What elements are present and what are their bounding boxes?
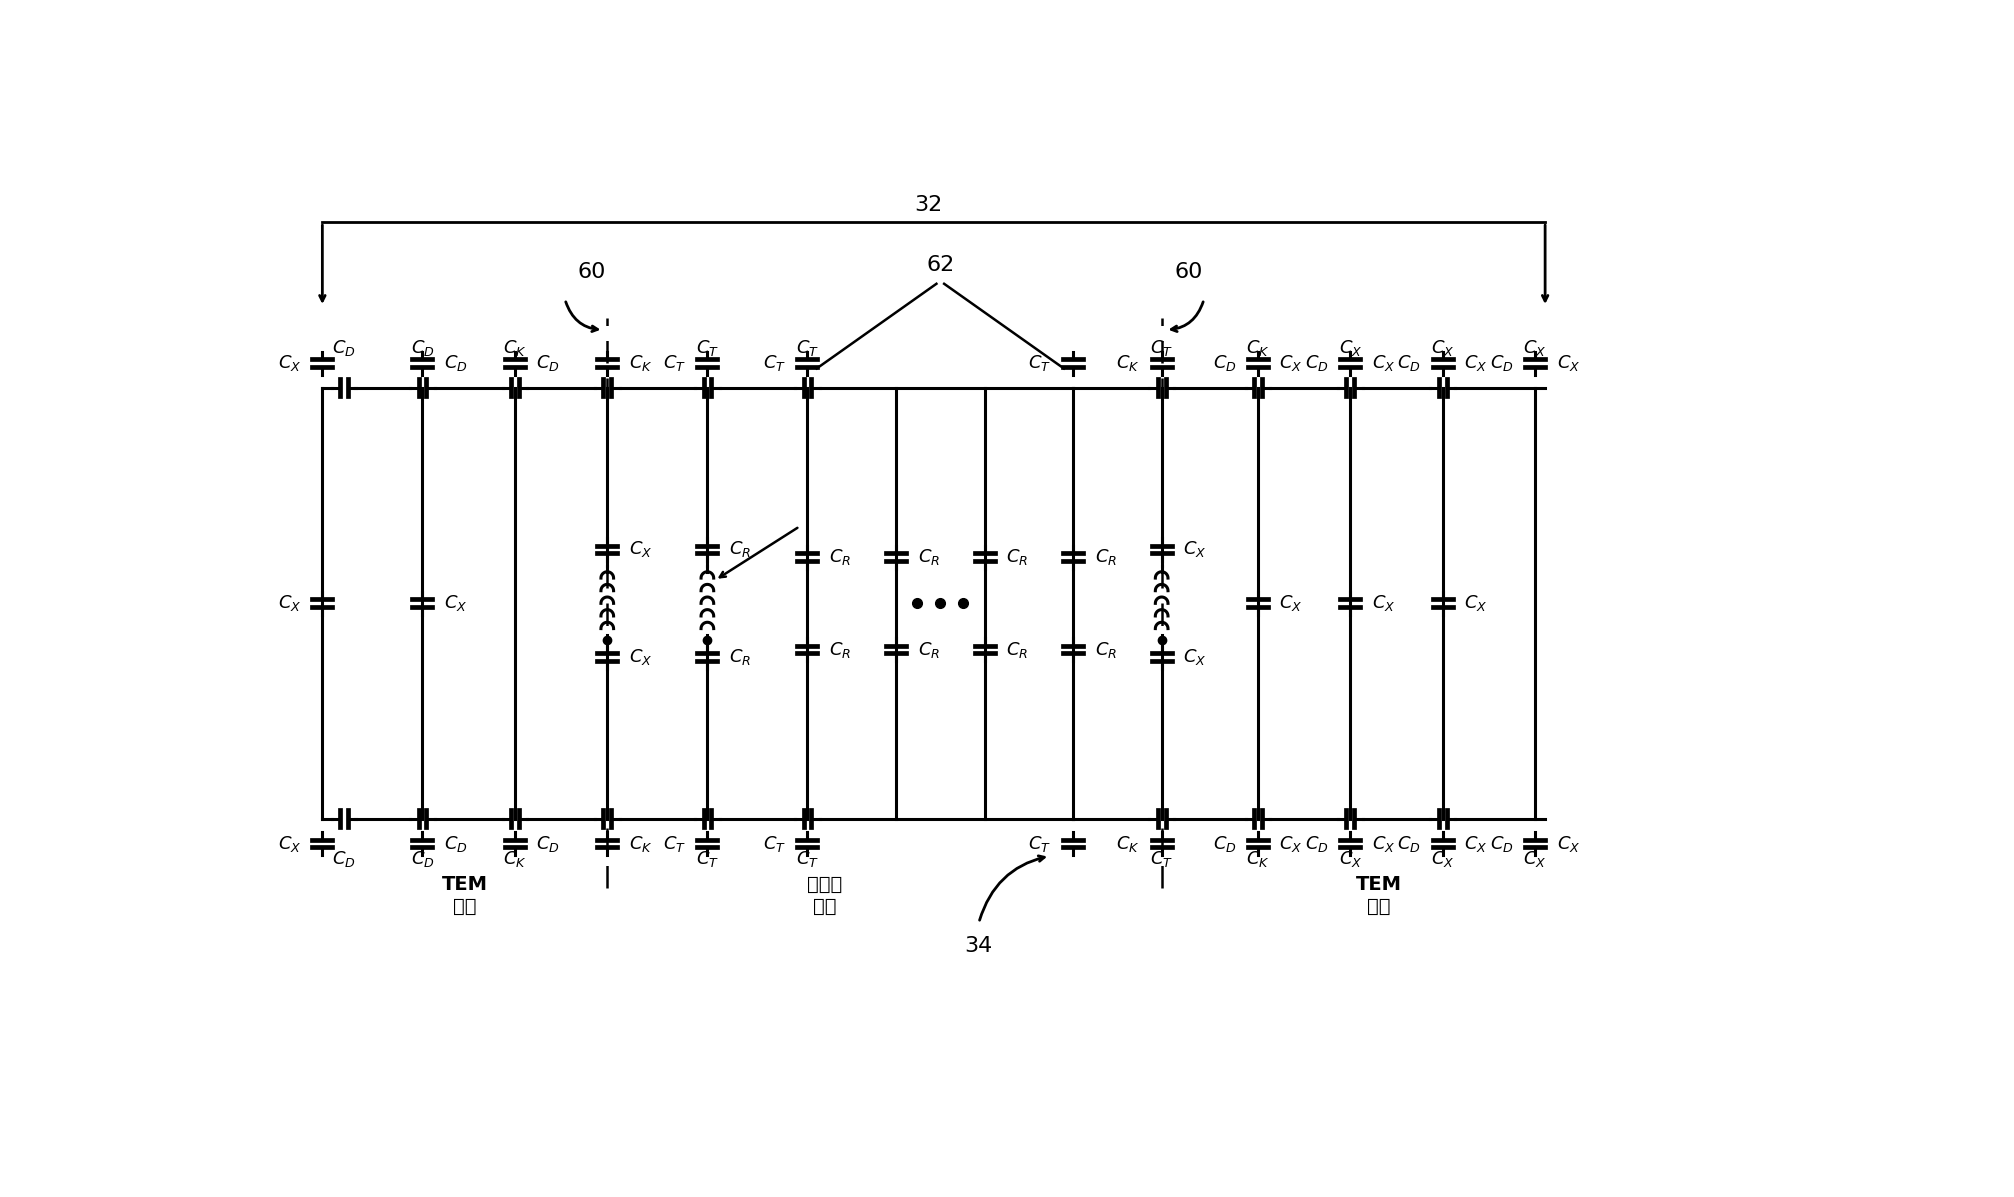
Text: $C_X$: $C_X$ bbox=[1523, 849, 1547, 869]
Text: $C_R$: $C_R$ bbox=[1005, 547, 1027, 567]
Text: $C_K$: $C_K$ bbox=[1116, 833, 1140, 853]
Text: $C_D$: $C_D$ bbox=[1305, 353, 1327, 373]
Text: $C_R$: $C_R$ bbox=[1005, 639, 1027, 660]
Text: $C_X$: $C_X$ bbox=[628, 540, 653, 559]
Text: $C_T$: $C_T$ bbox=[1027, 353, 1051, 373]
Text: $C_R$: $C_R$ bbox=[828, 547, 850, 567]
Text: $C_T$: $C_T$ bbox=[796, 849, 818, 869]
Text: $C_X$: $C_X$ bbox=[1279, 353, 1303, 373]
Text: 60: 60 bbox=[578, 262, 606, 282]
Text: $C_X$: $C_X$ bbox=[1279, 833, 1303, 853]
Text: $C_X$: $C_X$ bbox=[1337, 338, 1361, 358]
Text: $C_D$: $C_D$ bbox=[443, 353, 467, 373]
Text: $C_T$: $C_T$ bbox=[1150, 849, 1172, 869]
Text: $C_K$: $C_K$ bbox=[1116, 353, 1140, 373]
Text: $C_K$: $C_K$ bbox=[504, 338, 526, 358]
Text: $C_D$: $C_D$ bbox=[1488, 833, 1513, 853]
Text: $C_K$: $C_K$ bbox=[1245, 338, 1269, 358]
Text: TEM
部分: TEM 部分 bbox=[1355, 875, 1402, 917]
Text: $C_D$: $C_D$ bbox=[1305, 833, 1327, 853]
Text: $C_D$: $C_D$ bbox=[411, 338, 435, 358]
Text: $C_X$: $C_X$ bbox=[1557, 353, 1579, 373]
Text: $C_X$: $C_X$ bbox=[628, 648, 653, 667]
Text: $C_T$: $C_T$ bbox=[663, 833, 685, 853]
Text: $C_T$: $C_T$ bbox=[1027, 833, 1051, 853]
Text: $C_X$: $C_X$ bbox=[1557, 833, 1579, 853]
Text: $C_D$: $C_D$ bbox=[1398, 833, 1420, 853]
Text: $C_T$: $C_T$ bbox=[663, 353, 685, 373]
Text: $C_T$: $C_T$ bbox=[695, 849, 719, 869]
Text: $C_X$: $C_X$ bbox=[1464, 353, 1486, 373]
Text: $C_D$: $C_D$ bbox=[1212, 353, 1237, 373]
Text: $C_R$: $C_R$ bbox=[729, 540, 751, 559]
Text: $C_T$: $C_T$ bbox=[796, 338, 818, 358]
Text: $C_R$: $C_R$ bbox=[828, 639, 850, 660]
Text: $C_D$: $C_D$ bbox=[411, 849, 435, 869]
Text: $C_X$: $C_X$ bbox=[1337, 849, 1361, 869]
Text: $C_D$: $C_D$ bbox=[332, 338, 356, 358]
Text: $C_D$: $C_D$ bbox=[1488, 353, 1513, 373]
Text: $C_R$: $C_R$ bbox=[729, 648, 751, 667]
Text: $C_X$: $C_X$ bbox=[278, 594, 302, 613]
Text: $C_R$: $C_R$ bbox=[916, 639, 939, 660]
Text: $C_T$: $C_T$ bbox=[763, 833, 785, 853]
Text: 鸟笼型
部分: 鸟笼型 部分 bbox=[808, 875, 842, 917]
Text: $C_X$: $C_X$ bbox=[1464, 594, 1486, 613]
Text: 62: 62 bbox=[926, 255, 955, 274]
Text: $C_K$: $C_K$ bbox=[628, 833, 653, 853]
Text: $C_X$: $C_X$ bbox=[1430, 338, 1454, 358]
Text: $C_T$: $C_T$ bbox=[1150, 338, 1172, 358]
Text: TEM
部分: TEM 部分 bbox=[441, 875, 487, 917]
Text: 60: 60 bbox=[1174, 262, 1202, 282]
Text: $C_D$: $C_D$ bbox=[1212, 833, 1237, 853]
Text: $C_X$: $C_X$ bbox=[1372, 353, 1394, 373]
Text: $C_D$: $C_D$ bbox=[1398, 353, 1420, 373]
Text: $C_X$: $C_X$ bbox=[1430, 849, 1454, 869]
Text: $C_R$: $C_R$ bbox=[1094, 547, 1116, 567]
Text: $C_R$: $C_R$ bbox=[1094, 639, 1116, 660]
Text: $C_X$: $C_X$ bbox=[1372, 594, 1394, 613]
Text: $C_K$: $C_K$ bbox=[1245, 849, 1269, 869]
Text: 32: 32 bbox=[914, 195, 943, 215]
Text: $C_T$: $C_T$ bbox=[695, 338, 719, 358]
Text: $C_D$: $C_D$ bbox=[332, 849, 356, 869]
Text: $C_X$: $C_X$ bbox=[278, 833, 302, 853]
Text: $C_X$: $C_X$ bbox=[1523, 338, 1547, 358]
Text: $C_X$: $C_X$ bbox=[1182, 648, 1206, 667]
Text: $C_X$: $C_X$ bbox=[1464, 833, 1486, 853]
Text: $C_D$: $C_D$ bbox=[536, 353, 560, 373]
Text: 34: 34 bbox=[965, 936, 993, 956]
Text: $C_K$: $C_K$ bbox=[504, 849, 526, 869]
Text: $C_X$: $C_X$ bbox=[1182, 540, 1206, 559]
Text: $C_D$: $C_D$ bbox=[536, 833, 560, 853]
Text: $C_X$: $C_X$ bbox=[1279, 594, 1303, 613]
Text: $C_T$: $C_T$ bbox=[763, 353, 785, 373]
Text: $C_D$: $C_D$ bbox=[443, 833, 467, 853]
Text: $C_K$: $C_K$ bbox=[628, 353, 653, 373]
Text: $C_X$: $C_X$ bbox=[278, 353, 302, 373]
Text: $C_X$: $C_X$ bbox=[1372, 833, 1394, 853]
Text: $C_X$: $C_X$ bbox=[443, 594, 467, 613]
Text: $C_R$: $C_R$ bbox=[916, 547, 939, 567]
